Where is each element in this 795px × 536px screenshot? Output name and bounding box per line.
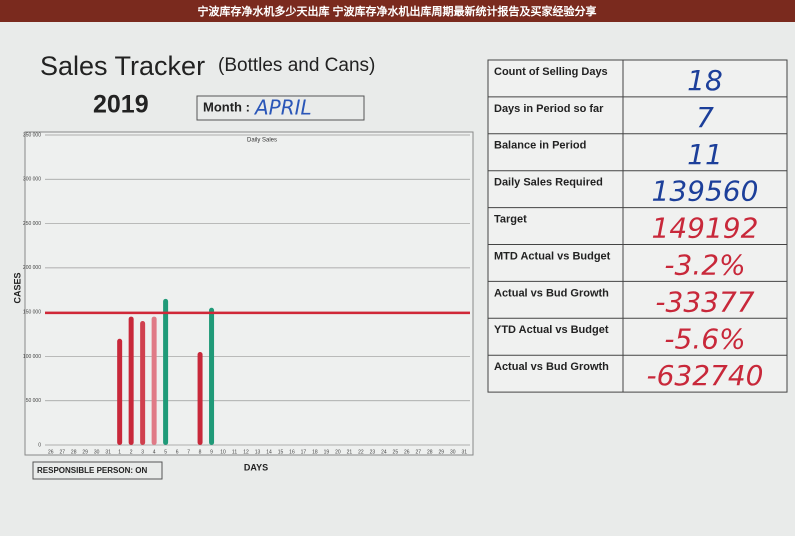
row-label: YTD Actual vs Budget	[494, 324, 609, 336]
month-box	[196, 95, 365, 121]
y-tick-label: 200 000	[23, 265, 41, 271]
x-tick-label: 31	[105, 449, 111, 455]
x-tick-label: 21	[347, 449, 353, 455]
x-tick-label: 7	[187, 449, 190, 455]
x-tick-label: 29	[82, 449, 88, 455]
row-value: -33377	[655, 285, 754, 318]
y-tick-label: 100 000	[23, 354, 41, 360]
x-tick-label: 27	[416, 449, 422, 455]
row-label: Actual vs Bud Growth	[494, 361, 609, 373]
row-label: Actual vs Bud Growth	[494, 287, 609, 299]
x-tick-label: 30	[450, 449, 456, 455]
row-label: Target	[494, 214, 527, 226]
x-tick-label: 1	[118, 449, 121, 455]
x-tick-label: 31	[461, 449, 467, 455]
bar	[151, 316, 157, 445]
x-tick-label: 26	[404, 449, 410, 455]
y-tick-label: 300 000	[23, 177, 41, 183]
x-tick-label: 30	[94, 449, 100, 455]
bar	[209, 307, 215, 445]
row-value: 18	[687, 64, 723, 97]
x-tick-label: 27	[59, 449, 65, 455]
x-tick-label: 12	[243, 449, 249, 455]
x-tick-label: 20	[335, 449, 341, 455]
y-tick-label: 250 000	[23, 221, 41, 227]
banner-bar	[0, 0, 795, 22]
bar	[117, 338, 123, 445]
month: APRIL	[253, 96, 312, 120]
x-tick-label: 16	[289, 449, 295, 455]
x-tick-label: 22	[358, 449, 364, 455]
bar	[197, 352, 203, 445]
x-tick-label: 28	[71, 449, 77, 455]
y-axis-label: CASES	[12, 272, 22, 303]
x-tick-label: 11	[232, 449, 237, 455]
row-value: 11	[687, 138, 723, 171]
x-tick-label: 3	[141, 449, 144, 455]
bar	[128, 316, 134, 445]
bar	[163, 298, 169, 445]
x-tick-label: 8	[199, 449, 202, 455]
x-tick-label: 9	[210, 449, 213, 455]
x-tick-label: 10	[220, 449, 226, 455]
row-value: -5.6%	[664, 322, 745, 355]
subtitle: (Bottles and Cans)	[218, 55, 375, 76]
x-tick-label: 24	[381, 449, 387, 455]
row-label: Days in Period so far	[494, 103, 604, 115]
y-tick-label: 350 000	[23, 132, 41, 138]
row-value: 139560	[652, 175, 759, 208]
year: 2019	[93, 91, 149, 119]
x-tick-label: 14	[266, 449, 272, 455]
x-tick-label: 29	[439, 449, 445, 455]
x-tick-label: 28	[427, 449, 433, 455]
x-tick-label: 19	[324, 449, 330, 455]
chart-title: Daily Sales	[247, 138, 277, 144]
x-tick-label: 17	[301, 449, 307, 455]
row-label: Balance in Period	[494, 140, 586, 152]
row-label: Daily Sales Required	[494, 177, 603, 189]
responsible: RESPONSIBLE PERSON: ON	[37, 466, 147, 475]
x-tick-label: 6	[176, 449, 179, 455]
x-tick-label: 2	[130, 449, 133, 455]
x-tick-label: 4	[153, 449, 156, 455]
banner: 宁波库存净水机多少天出库 宁波库存净水机出库周期最新统计报告及买家经验分享	[197, 4, 596, 18]
y-tick-label: 0	[38, 442, 41, 448]
x-tick-label: 5	[164, 449, 167, 455]
x-tick-label: 25	[393, 449, 399, 455]
table-frame	[487, 59, 788, 393]
y-tick-label: 150 000	[23, 309, 41, 315]
bar	[140, 321, 146, 445]
x-tick-label: 18	[312, 449, 318, 455]
title: Sales Tracker	[40, 51, 205, 81]
x-tick-label: 26	[48, 449, 54, 455]
row-value: 7	[696, 101, 714, 134]
x-tick-label: 13	[255, 449, 261, 455]
y-tick-label: 50 000	[26, 398, 42, 404]
row-value: -3.2%	[664, 249, 745, 282]
row-value: 149192	[652, 212, 759, 245]
row-value: -632740	[647, 359, 764, 392]
x-tick-label: 23	[370, 449, 376, 455]
x-axis-label: DAYS	[244, 462, 268, 472]
chart-frame	[24, 131, 474, 456]
row-label: MTD Actual vs Budget	[494, 250, 611, 262]
row-label: Count of Selling Days	[494, 66, 608, 78]
responsible-box	[32, 461, 163, 480]
x-tick-label: 15	[278, 449, 284, 455]
month-label: Month :	[203, 99, 250, 114]
